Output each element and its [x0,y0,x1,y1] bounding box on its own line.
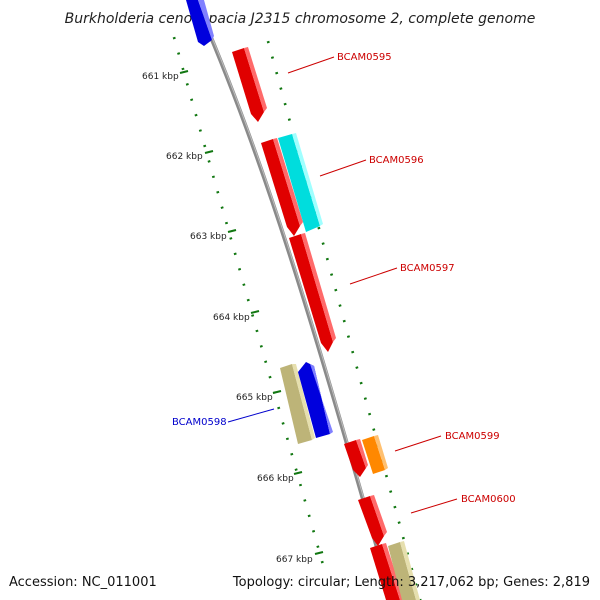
minor-tick [279,87,283,90]
kbp-label-664: 664 kbp [213,313,250,323]
minor-tick [224,221,229,225]
gene-feature-bcam0595[interactable] [232,47,267,122]
gene-feature-bcam0599-red[interactable] [344,439,368,477]
minor-tick [346,335,351,338]
minor-tick [283,102,287,106]
minor-tick [311,529,316,533]
minor-tick [338,304,342,307]
minor-tick [342,319,346,323]
minor-tick [351,350,355,354]
minor-tick [320,560,324,564]
minor-tick [266,40,270,44]
minor-tick [237,267,242,271]
minor-tick [181,67,185,71]
minor-tick [372,428,376,431]
minor-tick [359,381,363,385]
minor-tick [355,366,359,369]
minor-tick [384,474,389,478]
gene-feature-top-blue[interactable] [186,0,214,46]
minor-tick [303,499,307,502]
minor-tick [363,397,367,400]
kbp-label-661: 661 kbp [142,72,179,82]
minor-tick [259,344,263,348]
genome-summary-text: Topology: circular; Length: 3,217,062 bp… [232,575,590,590]
minor-tick [207,160,211,163]
gene-feature-bcam0597[interactable] [289,233,336,352]
minor-tick [389,490,393,493]
minor-tick [393,505,397,509]
kbp-label-663: 663 kbp [190,232,227,242]
minor-tick [307,514,311,518]
gene-features [186,0,420,600]
kbp-label-667: 667 kbp [276,555,313,565]
gene-label-bcam0596[interactable]: BCAM0596 [369,155,424,166]
minor-tick [211,175,215,179]
minor-tick [220,206,224,209]
minor-tick [190,98,194,102]
kbp-label-666: 666 kbp [257,474,294,484]
minor-tick [287,118,291,121]
minor-tick [270,56,275,59]
minor-tick [397,521,401,524]
kbp-scale: 661 kbp 662 kbp 663 kbp 664 kbp 665 kbp … [142,70,324,565]
gene-label-bcam0597[interactable]: BCAM0597 [400,263,455,274]
minor-tick [185,82,189,86]
kbp-label-665: 665 kbp [236,393,273,403]
gene-feature-bcam0598[interactable] [298,362,333,438]
gene-labels: BCAM0595 BCAM0596 BCAM0597 BCAM0598 BCAM… [172,52,516,514]
chromosome-backbone [193,0,394,600]
kbp-label-662: 662 kbp [166,152,203,162]
accession-text: Accession: NC_011001 [9,575,157,590]
minor-tick [290,452,294,456]
minor-tick [275,71,279,75]
minor-tick [317,226,321,230]
minor-tick [251,314,255,317]
minor-tick [294,468,298,471]
inner-tick-track [172,36,324,564]
gene-label-bcam0599[interactable]: BCAM0599 [445,431,500,442]
outer-tick-track [266,40,422,600]
gene-label-bcam0598[interactable]: BCAM0598 [172,417,227,428]
minor-tick [203,144,207,148]
minor-tick [281,422,285,425]
minor-tick [177,52,181,55]
minor-tick [233,252,237,256]
minor-tick [325,257,329,261]
gene-label-bcam0595[interactable]: BCAM0595 [337,52,392,63]
gene-feature-bcam0600[interactable] [358,495,387,546]
minor-tick [368,412,372,416]
minor-tick [316,545,320,549]
gene-feature-bottom-khaki[interactable] [388,541,420,600]
minor-tick [229,237,233,240]
map-title: Burkholderia cenocepacia J2315 chromosom… [65,11,536,27]
minor-tick [321,242,325,245]
minor-tick [264,360,268,364]
minor-tick [255,329,259,333]
minor-tick [198,129,202,132]
gene-label-bcam0600[interactable]: BCAM0600 [461,494,516,505]
minor-tick [268,375,272,379]
minor-tick [242,283,246,287]
gene-feature-khaki-0598[interactable] [280,364,315,444]
minor-tick [172,36,176,40]
gene-feature-bcam0599[interactable] [362,435,388,474]
minor-tick [298,483,303,487]
minor-tick [216,190,220,194]
minor-tick [194,113,198,117]
minor-tick [330,273,334,276]
minor-tick [277,406,281,410]
minor-tick [401,536,405,540]
minor-tick [246,298,250,302]
minor-tick [334,288,338,292]
gene-feature-red-left-0596[interactable] [261,138,303,236]
gene-feature-bcam0596[interactable] [278,133,323,232]
minor-tick [285,437,289,441]
